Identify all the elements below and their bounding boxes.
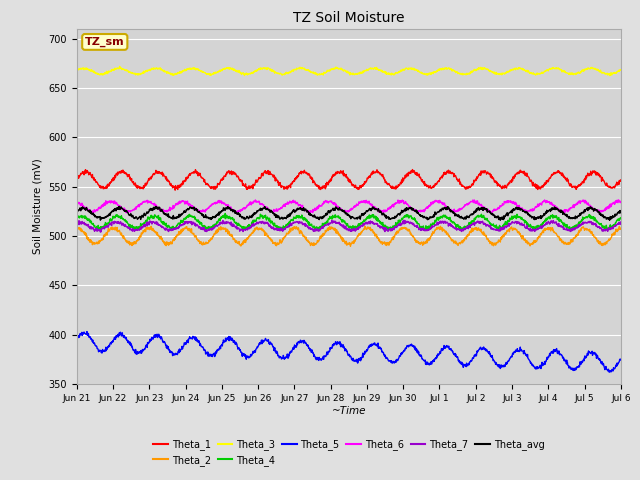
Theta_2 (617, 225, 625, 231)
Theta_2 (304, 238, 312, 243)
Theta_4 (276, 228, 284, 234)
Theta_4 (326, 216, 333, 222)
Theta_3 (617, 67, 625, 73)
Theta_4 (73, 214, 81, 220)
Theta_1 (325, 178, 333, 184)
Theta_1 (409, 167, 417, 172)
Theta_5 (605, 369, 613, 375)
Theta_7 (617, 219, 625, 225)
Theta_4 (305, 221, 312, 227)
Theta_1 (383, 180, 390, 186)
Theta_2 (115, 228, 123, 234)
Theta_2 (325, 227, 333, 232)
Theta_avg (304, 209, 312, 215)
Theta_6 (383, 208, 390, 214)
Theta_3 (383, 70, 390, 76)
Theta_7 (316, 227, 323, 232)
Theta_2 (436, 223, 444, 229)
Theta_5 (383, 355, 390, 361)
Theta_4 (137, 222, 145, 228)
Line: Theta_3: Theta_3 (77, 66, 621, 76)
Theta_4 (316, 225, 323, 230)
Theta_avg (325, 208, 333, 214)
Theta_1 (316, 186, 323, 192)
Theta_4 (383, 224, 391, 230)
Theta_1 (172, 187, 179, 193)
Theta_avg (605, 217, 613, 223)
Theta_1 (304, 171, 312, 177)
Theta_3 (138, 71, 145, 77)
Theta_3 (116, 63, 124, 69)
Line: Theta_7: Theta_7 (77, 220, 621, 232)
Theta_2 (383, 242, 390, 248)
Theta_5 (325, 349, 333, 355)
Theta_5 (316, 355, 323, 360)
Theta_2 (137, 232, 145, 238)
Y-axis label: Soil Moisture (mV): Soil Moisture (mV) (33, 158, 43, 254)
Theta_6 (304, 208, 312, 214)
Theta_4 (221, 211, 229, 216)
Theta_6 (617, 199, 625, 204)
Line: Theta_4: Theta_4 (77, 214, 621, 231)
Theta_1 (617, 177, 625, 183)
Theta_6 (615, 197, 623, 203)
Theta_2 (73, 225, 81, 231)
Theta_1 (73, 175, 81, 181)
Theta_7 (138, 226, 145, 231)
Theta_5 (115, 330, 123, 336)
Theta_4 (617, 215, 625, 220)
Theta_avg (115, 206, 123, 212)
Theta_3 (606, 73, 614, 79)
Theta_3 (316, 72, 323, 78)
Theta_3 (325, 68, 333, 74)
Theta_7 (325, 220, 333, 226)
Theta_5 (83, 329, 91, 335)
Theta_avg (617, 208, 625, 214)
Theta_7 (115, 220, 123, 226)
Theta_2 (347, 243, 355, 249)
Theta_avg (152, 204, 160, 209)
Line: Theta_5: Theta_5 (77, 332, 621, 372)
Theta_7 (400, 217, 408, 223)
Theta_6 (137, 201, 145, 207)
Theta_6 (315, 204, 323, 209)
Theta_5 (304, 342, 312, 348)
Line: Theta_2: Theta_2 (77, 226, 621, 246)
Title: TZ Soil Moisture: TZ Soil Moisture (293, 11, 404, 25)
Theta_7 (383, 228, 390, 233)
Theta_avg (383, 215, 390, 221)
Theta_5 (617, 356, 625, 362)
Line: Theta_avg: Theta_avg (77, 206, 621, 220)
Theta_6 (487, 210, 495, 216)
Theta_5 (73, 334, 81, 340)
Theta_1 (137, 185, 145, 191)
Theta_7 (97, 229, 104, 235)
Text: TZ_sm: TZ_sm (85, 37, 125, 47)
Line: Theta_6: Theta_6 (77, 200, 621, 213)
Theta_5 (138, 350, 145, 356)
Theta_3 (115, 66, 123, 72)
Theta_3 (73, 66, 81, 72)
Theta_7 (304, 224, 312, 229)
Theta_6 (73, 199, 81, 205)
Theta_3 (304, 67, 312, 72)
Theta_avg (137, 214, 145, 220)
Theta_4 (115, 213, 123, 219)
Theta_2 (315, 238, 323, 244)
Theta_avg (73, 207, 81, 213)
Legend: Theta_1, Theta_2, Theta_3, Theta_4, Theta_5, Theta_6, Theta_7, Theta_avg: Theta_1, Theta_2, Theta_3, Theta_4, Thet… (149, 435, 548, 469)
Theta_avg (316, 216, 323, 222)
Theta_7 (73, 219, 81, 225)
Theta_6 (115, 203, 123, 209)
Theta_6 (325, 199, 333, 204)
X-axis label: ~Time: ~Time (332, 406, 366, 416)
Theta_1 (115, 169, 123, 175)
Line: Theta_1: Theta_1 (77, 169, 621, 190)
